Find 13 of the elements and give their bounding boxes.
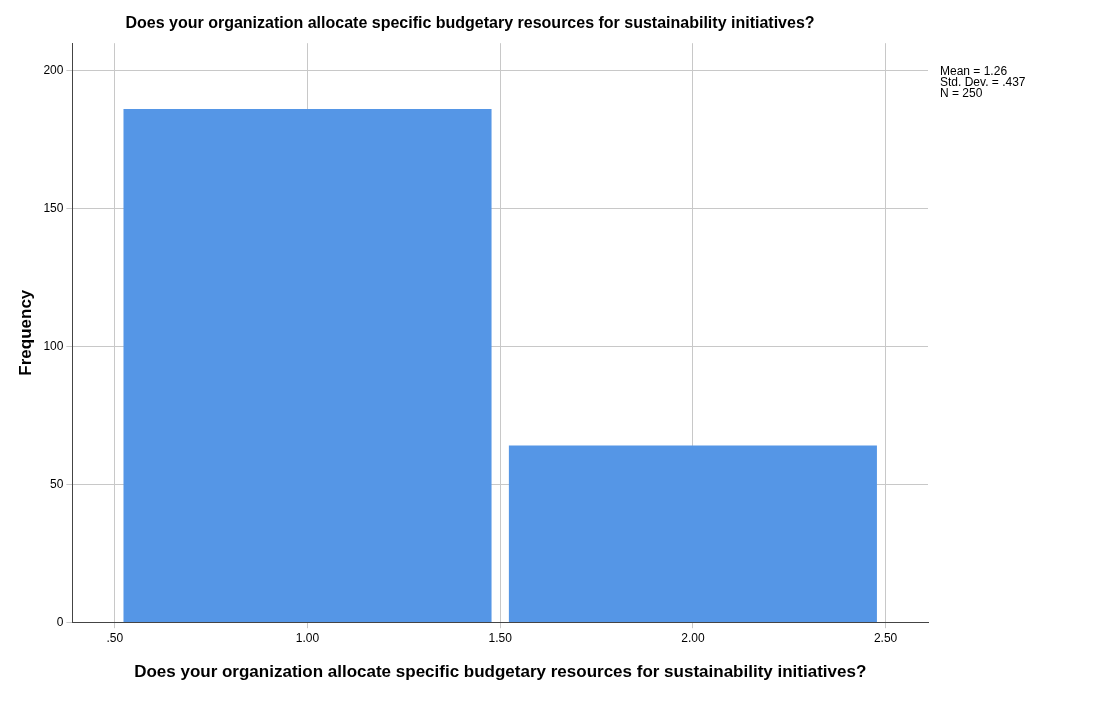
- chart-title: Does your organization allocate specific budgetary resources for sustainability initiatives?: [125, 14, 815, 32]
- x-tick-label: .50: [106, 630, 124, 645]
- x-axis-title: Does your organization allocate specific budgetary resources for sustainability initiatives?: [134, 662, 867, 682]
- y-tick-label: 100: [43, 338, 64, 353]
- y-tick-label: 50: [50, 476, 64, 491]
- y-tick-label: 0: [56, 614, 64, 629]
- x-tick-label: 1.00: [295, 630, 320, 645]
- y-tick-label: 150: [43, 200, 64, 215]
- x-tick-label: 2.00: [681, 630, 705, 645]
- y-tick-label: 200: [43, 63, 64, 78]
- x-tick-label: 2.50: [873, 630, 898, 645]
- x-tick-label: 1.50: [488, 630, 513, 645]
- y-axis-title: Frequency: [15, 289, 35, 376]
